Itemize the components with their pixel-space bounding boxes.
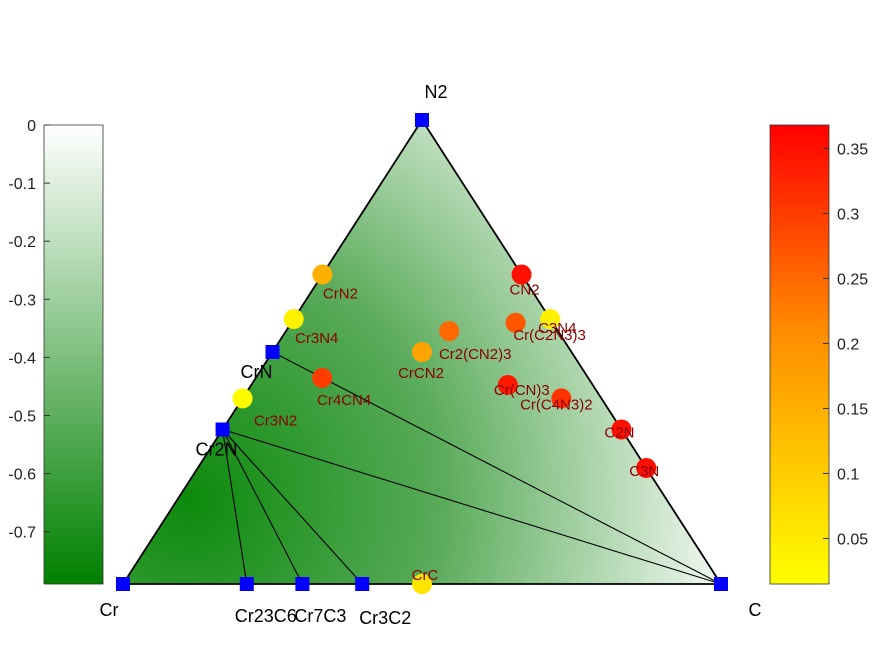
- stable-phase-cr-label: Cr: [100, 600, 119, 620]
- lcb-ticks-tick-label: 0: [27, 118, 36, 135]
- unstable-phase-cr4cn4-marker: [312, 367, 333, 388]
- unstable-phase-cr-c2n3-3-marker: [505, 312, 526, 333]
- unstable-phase-cr2-cn2-3-label: Cr2(CN2)3: [439, 346, 512, 363]
- unstable-phase-c3n4-label: C3N4: [538, 320, 576, 337]
- rcb-ticks-tick-label: 0.2: [837, 336, 859, 353]
- stable-phase-cr2n-label: Cr2N: [196, 439, 238, 459]
- unstable-phase-crn2-marker: [312, 264, 333, 285]
- tie-line-cr2n-c: [222, 428, 722, 585]
- lcb-ticks-tick-label: -0.7: [8, 525, 36, 542]
- stable-phase-c-label: C: [749, 600, 762, 620]
- unstable-phase-cn2-marker: [511, 264, 532, 285]
- unstable-phase-crcn2-marker: [412, 342, 432, 362]
- stable-phase-cr3c2-marker: [355, 577, 370, 591]
- unstable-phase-crc-label: CrC: [412, 567, 439, 584]
- tie-line-cr2n-cr3c2: [222, 429, 363, 585]
- lcb-ticks-tick-label: -0.2: [8, 234, 36, 251]
- stable-phase-cr7c3-label: Cr7C3: [294, 606, 346, 626]
- tie-line-cr2n-cr7c3: [222, 429, 303, 585]
- lcb-ticks-tick-label: -0.6: [8, 467, 36, 484]
- unstable-phase-crcn2-label: CrCN2: [398, 365, 444, 382]
- right-colorbar-gradient: [769, 124, 830, 585]
- rcb-ticks-tick-label: 0.35: [837, 141, 868, 158]
- tie-line-crn-c: [272, 351, 722, 585]
- tie-line-n2-c: [421, 119, 722, 585]
- unstable-phase-cr3n2-marker: [232, 388, 253, 409]
- unstable-phase-cn2-label: CN2: [510, 282, 540, 299]
- rcb-ticks-tick-label: 0.05: [837, 531, 868, 548]
- rcb-ticks-tick-label: 0.1: [837, 466, 859, 483]
- lcb-ticks-tick-label: -0.5: [8, 409, 36, 426]
- unstable-phase-cr3n4-marker: [283, 309, 304, 330]
- stable-phase-cr3c2-label: Cr3C2: [359, 608, 411, 628]
- right-colorbar: 0.35 0.3 0.25 0.2 0.15 0.1 0.05: [769, 124, 868, 585]
- stable-phase-c-marker: [714, 577, 728, 591]
- unstable-phase-cr-c4n3-2-marker: [551, 388, 572, 409]
- unstable-phase-cr-c4n3-2-label: Cr(C4N3)2: [520, 396, 593, 413]
- unstable-phase-c3n-label: C3N: [629, 463, 659, 480]
- unstable-phase-cr-c2n3-3-label: Cr(C2N3)3: [513, 327, 586, 344]
- stable-phase-n2-label: N2: [424, 82, 447, 102]
- lcb-ticks-tick-label: -0.1: [8, 176, 36, 193]
- unstable-phase-cr3n4-label: Cr3N4: [295, 330, 338, 347]
- unstable-phase-cr-cn-3-marker: [497, 374, 518, 395]
- ternary-plot: CrN2Cr3N4Cr3N2Cr4CN4CrCN2Cr2(CN2)3CN2C3N…: [100, 82, 762, 628]
- unstable-phase-cr-cn-3-label: Cr(CN)3: [494, 382, 550, 399]
- left-colorbar-gradient: [43, 124, 104, 585]
- unstable-phase-c2n-label: C2N: [604, 424, 634, 441]
- rcb-ticks-tick-label: 0.3: [837, 206, 859, 223]
- stable-phase-n2-marker: [415, 113, 429, 127]
- stable-phase-cr-marker: [116, 577, 130, 591]
- unstable-phase-c3n4-marker: [540, 309, 561, 330]
- left-colorbar: 0 -0.1 -0.2 -0.3 -0.4 -0.5 -0.6 -0.7: [8, 118, 104, 585]
- stable-phase-cr2n-marker: [215, 422, 230, 437]
- stable-phase-cr23c6-marker: [239, 577, 254, 591]
- unstable-phase-crc-marker: [412, 574, 432, 594]
- unstable-phase-cr2-cn2-3-marker: [439, 321, 460, 342]
- unstable-phase-c2n-marker: [611, 419, 632, 440]
- rcb-ticks-tick-label: 0.15: [837, 401, 868, 418]
- lcb-ticks-tick-label: -0.3: [8, 292, 36, 309]
- unstable-phase-c3n-marker: [636, 458, 657, 478]
- unstable-phase-crn2-label: CrN2: [323, 286, 358, 303]
- tie-line-cr2n-cr23c6: [222, 429, 248, 585]
- unstable-phase-cr3n2-label: Cr3N2: [254, 412, 297, 429]
- stable-phase-cr23c6-label: Cr23C6: [235, 606, 297, 626]
- rcb-ticks-tick-label: 0.25: [837, 271, 868, 288]
- stable-phase-crn-label: CrN: [241, 362, 273, 382]
- lcb-ticks-tick-label: -0.4: [8, 350, 36, 367]
- stable-phase-cr7c3-marker: [295, 577, 310, 591]
- unstable-phase-cr4cn4-label: Cr4CN4: [317, 392, 371, 409]
- stable-phase-crn-marker: [265, 345, 280, 359]
